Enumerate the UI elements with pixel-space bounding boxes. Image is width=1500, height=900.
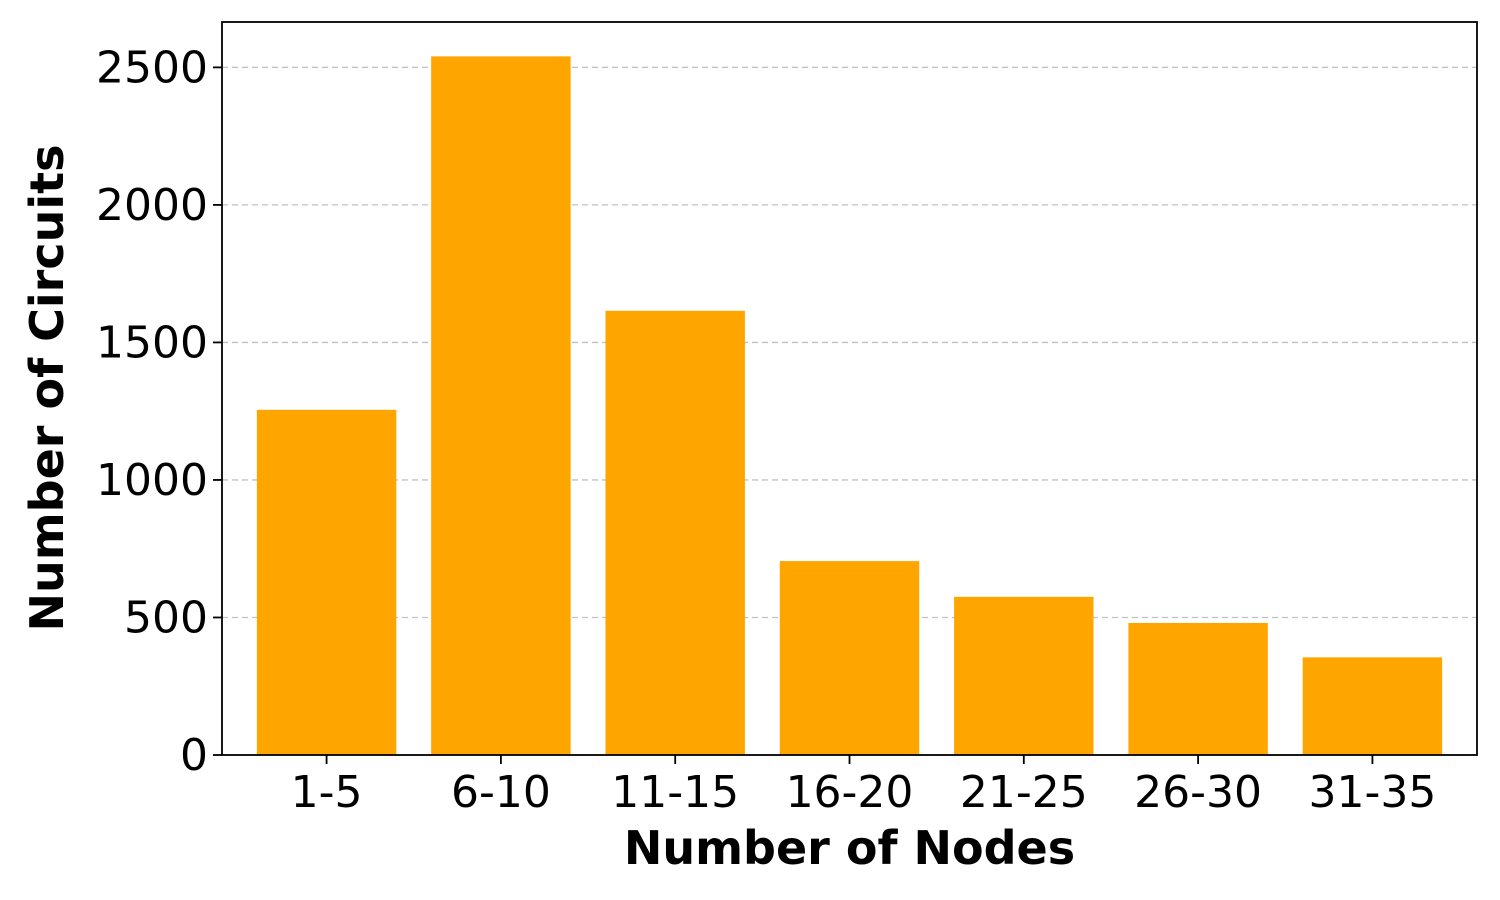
x-tick-label-16-20: 16-20 [786, 767, 914, 818]
bars [256, 56, 1443, 756]
bar-11-15 [605, 310, 745, 755]
y-tick-label-1000: 1000 [96, 455, 208, 506]
y-axis-title: Number of Circuits [20, 145, 74, 632]
x-tick-label-1-5: 1-5 [291, 767, 363, 818]
bar-1-5 [256, 409, 397, 755]
y-tick-label-500: 500 [124, 592, 208, 643]
y-tick-label-1500: 1500 [96, 317, 208, 368]
y-tick-label-2500: 2500 [96, 42, 208, 93]
x-axis-ticks: 1-5 6-10 11-15 16-20 21-25 26-30 31-35 [291, 755, 1436, 818]
x-tick-label-21-25: 21-25 [960, 767, 1088, 818]
y-tick-label-0: 0 [180, 730, 208, 781]
bar-21-25 [954, 596, 1094, 755]
bar-6-10 [431, 56, 571, 756]
x-tick-label-6-10: 6-10 [451, 767, 551, 818]
bar-31-35 [1302, 657, 1443, 755]
x-tick-label-31-35: 31-35 [1308, 767, 1436, 818]
y-axis-ticks: 0 500 1000 1500 2000 2500 [96, 42, 222, 781]
bar-26-30 [1128, 622, 1268, 755]
grid-lines [222, 66, 1477, 619]
y-tick-label-2000: 2000 [96, 180, 208, 231]
x-tick-label-11-15: 11-15 [611, 767, 739, 818]
bar-16-20 [779, 561, 920, 755]
x-tick-label-26-30: 26-30 [1134, 767, 1262, 818]
x-axis-title: Number of Nodes [624, 821, 1075, 875]
